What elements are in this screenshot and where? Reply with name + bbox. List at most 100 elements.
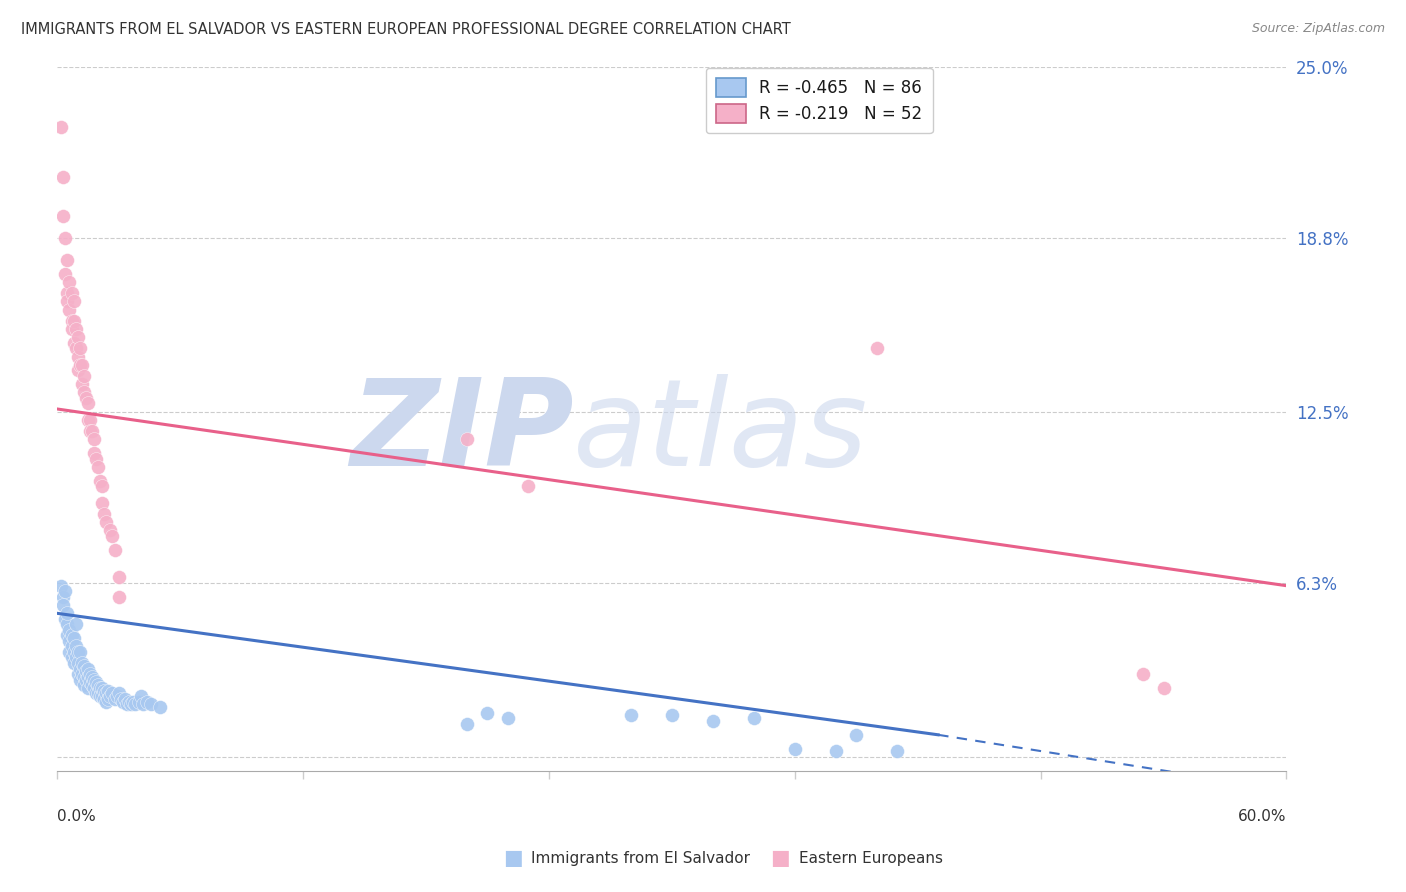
Point xyxy=(866,341,889,355)
Point xyxy=(52,169,75,184)
Point xyxy=(66,363,89,377)
Point xyxy=(65,640,87,654)
Point xyxy=(87,678,110,692)
Point xyxy=(105,689,128,703)
Point xyxy=(129,689,152,703)
Point xyxy=(136,695,159,709)
Point xyxy=(69,645,91,659)
Point xyxy=(96,686,118,700)
Point xyxy=(69,673,91,687)
Point xyxy=(79,413,101,427)
Point xyxy=(52,590,75,604)
Point xyxy=(56,607,79,621)
Point xyxy=(69,661,91,675)
Legend: R = -0.465   N = 86, R = -0.219   N = 52: R = -0.465 N = 86, R = -0.219 N = 52 xyxy=(706,68,932,133)
Point xyxy=(53,584,76,599)
Point xyxy=(58,634,80,648)
Point xyxy=(73,368,96,383)
Point xyxy=(66,667,89,681)
Point xyxy=(77,661,100,675)
Point xyxy=(56,252,79,267)
Point xyxy=(70,656,93,670)
Point xyxy=(62,631,84,645)
Point xyxy=(97,683,120,698)
Point xyxy=(80,678,103,692)
Point xyxy=(620,708,643,723)
Point xyxy=(65,341,87,355)
Text: ZIP: ZIP xyxy=(350,375,574,491)
Point xyxy=(84,675,107,690)
Point xyxy=(91,689,114,703)
Point xyxy=(1132,667,1154,681)
Point xyxy=(53,612,76,626)
Point xyxy=(79,424,101,438)
Point xyxy=(66,645,89,659)
Point xyxy=(70,667,93,681)
Point xyxy=(89,689,111,703)
Point xyxy=(60,628,83,642)
Point xyxy=(100,524,122,538)
Point xyxy=(60,313,83,327)
Point xyxy=(97,692,120,706)
Point xyxy=(56,294,79,309)
Point xyxy=(53,267,76,281)
Point xyxy=(66,350,89,364)
Point xyxy=(886,744,908,758)
Text: IMMIGRANTS FROM EL SALVADOR VS EASTERN EUROPEAN PROFESSIONAL DEGREE CORRELATION : IMMIGRANTS FROM EL SALVADOR VS EASTERN E… xyxy=(21,22,790,37)
Point xyxy=(93,683,115,698)
Point xyxy=(93,692,115,706)
Point xyxy=(80,424,103,438)
Point xyxy=(58,645,80,659)
Point xyxy=(79,667,101,681)
Point xyxy=(73,658,96,673)
Point xyxy=(53,231,76,245)
Point xyxy=(65,322,87,336)
Text: atlas: atlas xyxy=(574,375,869,491)
Point xyxy=(122,695,145,709)
Point xyxy=(89,681,111,695)
Point xyxy=(91,496,114,510)
Text: Immigrants from El Salvador: Immigrants from El Salvador xyxy=(531,851,751,865)
Point xyxy=(73,385,96,400)
Point xyxy=(56,285,79,300)
Point xyxy=(58,623,80,637)
Text: 0.0%: 0.0% xyxy=(58,809,96,824)
Point xyxy=(77,396,100,410)
Point xyxy=(89,474,111,488)
Point xyxy=(118,695,141,709)
Point xyxy=(77,670,100,684)
Point xyxy=(60,650,83,665)
Point xyxy=(83,446,105,460)
Point xyxy=(56,617,79,632)
Point xyxy=(60,640,83,654)
Text: ■: ■ xyxy=(770,848,790,868)
Point xyxy=(91,681,114,695)
Point xyxy=(100,689,122,703)
Point xyxy=(83,433,105,447)
Point xyxy=(115,698,138,712)
Point xyxy=(96,515,118,529)
Point xyxy=(496,711,519,725)
Point xyxy=(58,302,80,317)
Point xyxy=(107,570,129,584)
Point xyxy=(77,681,100,695)
Point xyxy=(477,706,499,720)
Point xyxy=(91,479,114,493)
Point xyxy=(58,275,80,289)
Point xyxy=(87,686,110,700)
Point xyxy=(124,698,146,712)
Point xyxy=(73,678,96,692)
Point xyxy=(84,686,107,700)
Point xyxy=(742,711,765,725)
Point xyxy=(52,598,75,612)
Point xyxy=(62,335,84,350)
Point xyxy=(51,579,73,593)
Point xyxy=(1153,681,1175,695)
Point xyxy=(56,628,79,642)
Point xyxy=(62,294,84,309)
Point xyxy=(75,391,97,405)
Point xyxy=(456,716,478,731)
Point xyxy=(107,686,129,700)
Point xyxy=(73,670,96,684)
Point xyxy=(60,322,83,336)
